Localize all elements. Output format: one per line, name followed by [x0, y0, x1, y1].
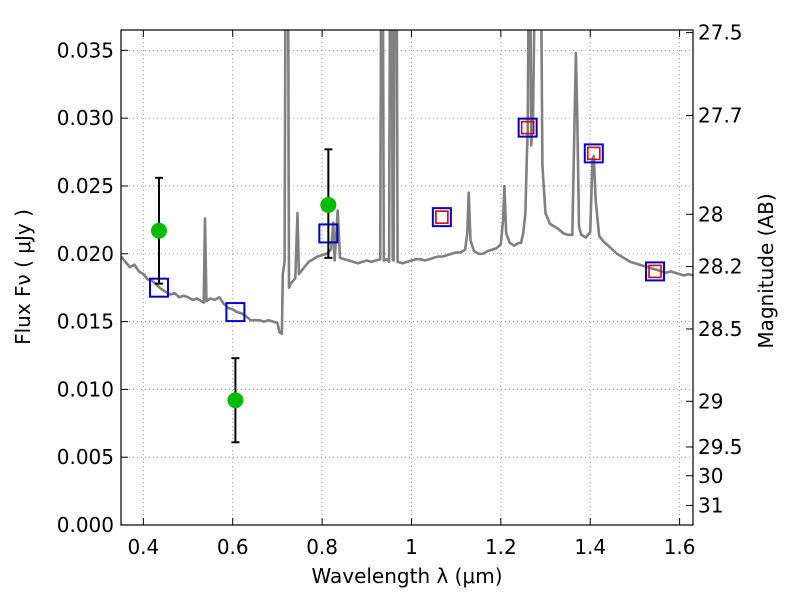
data-layer — [121, 30, 693, 444]
y2-tick-label: 30 — [698, 464, 723, 488]
y-tick-label: 0.025 — [57, 174, 114, 198]
x-tick-label: 1 — [405, 535, 418, 559]
observed-point — [320, 196, 337, 213]
y2-tick-label: 29 — [698, 389, 723, 413]
x-tick-label: 0.6 — [217, 535, 249, 559]
model-photometry-inner-box — [435, 210, 449, 224]
y2-tick-label: 28 — [698, 202, 723, 226]
y2-tick-label: 27.5 — [698, 21, 743, 45]
y-tick-label: 0.010 — [57, 377, 114, 401]
ticks: 0.4 0.6 0.8 1 1.2 1.4 1.6 0.000 0.005 0.010 0.015 0… — [57, 21, 743, 559]
x-tick-label: 0.4 — [127, 535, 159, 559]
model-spectrum-line — [121, 30, 693, 336]
model-photometry-box — [225, 302, 246, 323]
y-tick-label: 0.015 — [57, 310, 114, 334]
y-tick-label: 0.020 — [57, 242, 114, 266]
plot-frame — [120, 29, 694, 526]
x-tick-label: 1.2 — [485, 535, 517, 559]
x-tick-label: 1.4 — [574, 535, 606, 559]
y-tick-label: 0.005 — [57, 445, 114, 469]
model-photometry-inner-box — [586, 146, 601, 161]
y-axis-title: Flux Fν ( μJy ) — [11, 209, 35, 345]
y-tick-label: 0.030 — [57, 106, 114, 130]
y2-tick-label: 31 — [698, 493, 723, 517]
plot-background — [121, 30, 693, 525]
x-tick-label: 0.8 — [306, 535, 338, 559]
model-photometry-box — [645, 261, 666, 282]
model-photometry-inner-box — [648, 264, 662, 279]
observed-point — [150, 222, 167, 239]
y2-tick-label: 28.5 — [698, 317, 743, 341]
y2-tick-label: 28.2 — [698, 255, 743, 279]
observed-point — [227, 392, 244, 409]
x-tick-label: 1.6 — [664, 535, 696, 559]
y-tick-label: 0.035 — [57, 38, 114, 62]
model-photometry-box — [517, 117, 538, 138]
model-photometry-box — [583, 143, 604, 164]
y2-tick-label: 29.5 — [698, 435, 743, 459]
x-axis-title: Wavelength λ (μm) — [311, 564, 502, 588]
model-photometry-inner-box — [520, 120, 535, 135]
y2-tick-label: 27.7 — [698, 103, 743, 127]
y-tick-label: 0.000 — [57, 513, 114, 537]
model-photometry-box — [431, 207, 452, 228]
y2-axis-title: Magnitude (AB) — [754, 193, 778, 348]
